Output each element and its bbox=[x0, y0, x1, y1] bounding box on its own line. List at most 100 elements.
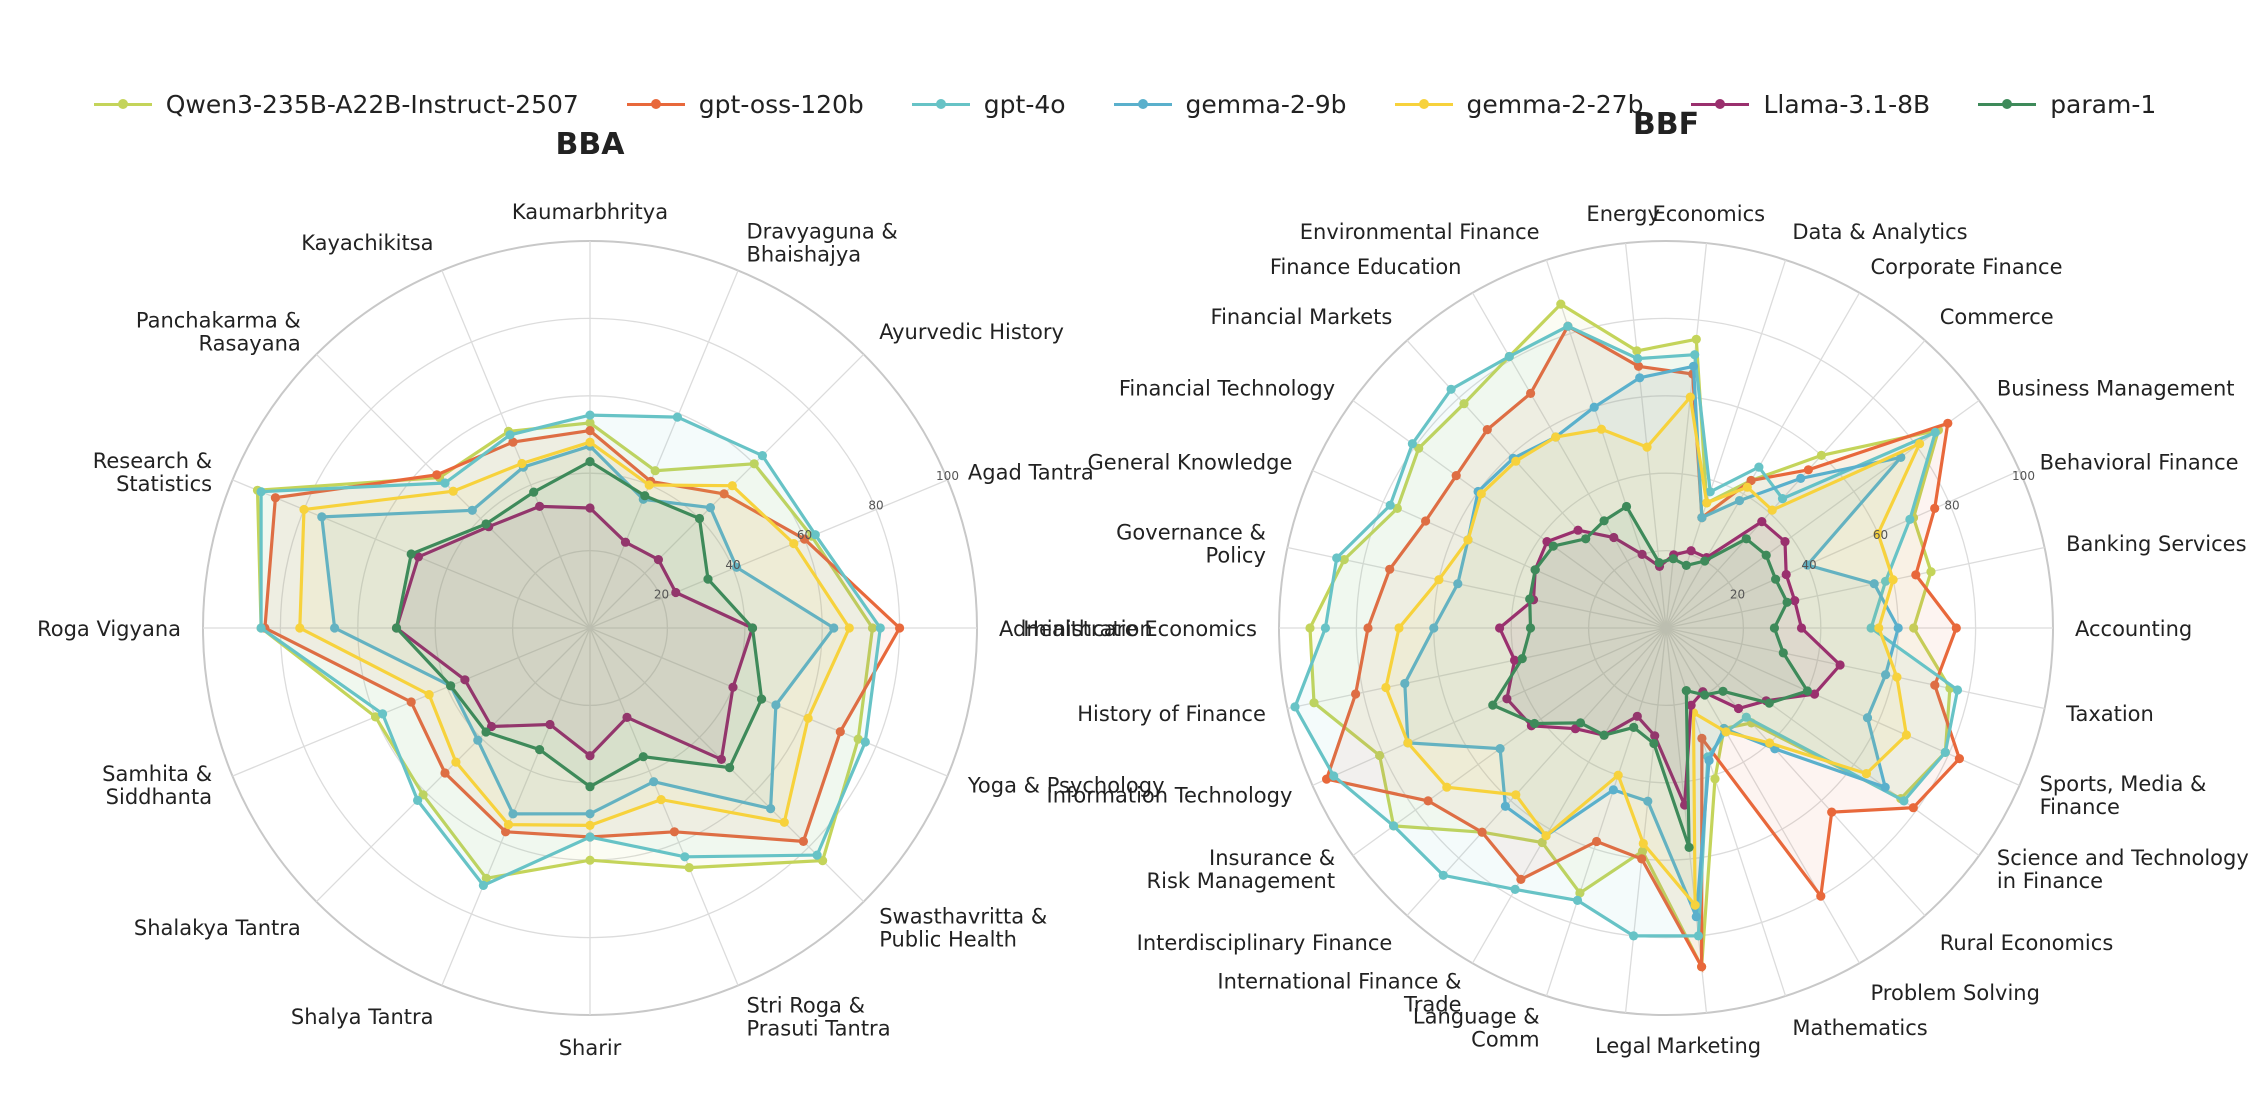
data-point bbox=[1873, 529, 1883, 539]
legend-item: param-1 bbox=[1978, 90, 2156, 119]
data-point bbox=[1476, 489, 1486, 499]
category-label: Environmental Finance bbox=[1300, 220, 1540, 244]
radial-tick-label: 60 bbox=[1873, 528, 1888, 542]
data-point bbox=[1500, 801, 1510, 811]
category-label: Yoga & Psychology bbox=[967, 774, 1165, 798]
category-label: International Finance & Trade bbox=[1217, 970, 1461, 1017]
category-label: Information Technology bbox=[1047, 783, 1293, 807]
data-point bbox=[1697, 733, 1707, 744]
data-point bbox=[1633, 361, 1644, 371]
series-param-1 bbox=[391, 457, 767, 792]
data-point bbox=[1643, 796, 1653, 806]
data-point bbox=[1685, 392, 1695, 402]
radial-tick-label: 40 bbox=[1801, 558, 1816, 572]
data-point bbox=[1930, 427, 1940, 437]
data-point bbox=[1629, 931, 1639, 941]
data-point bbox=[585, 820, 595, 831]
data-point bbox=[1769, 623, 1779, 633]
data-point bbox=[1541, 831, 1551, 841]
data-point bbox=[705, 503, 716, 513]
category-label: Energy bbox=[1586, 202, 1660, 226]
data-point bbox=[1621, 501, 1632, 512]
data-point bbox=[1290, 702, 1300, 712]
data-point bbox=[1363, 623, 1373, 633]
category-label: Samhita & Siddhanta bbox=[102, 762, 212, 809]
data-point bbox=[1563, 321, 1573, 331]
data-point bbox=[585, 809, 595, 819]
data-point bbox=[779, 817, 789, 827]
data-point bbox=[406, 697, 416, 707]
data-point bbox=[757, 451, 768, 461]
data-point bbox=[1339, 555, 1349, 565]
data-point bbox=[1764, 698, 1774, 708]
data-point bbox=[448, 486, 458, 496]
data-point bbox=[378, 709, 388, 719]
spoke bbox=[1624, 627, 1667, 1013]
data-point bbox=[669, 827, 680, 837]
data-point bbox=[650, 466, 660, 476]
spoke bbox=[1665, 627, 1708, 1013]
category-label: Language & Comm bbox=[1413, 1005, 1540, 1052]
category-label: General Knowledge bbox=[1088, 451, 1293, 475]
category-label: Healthcare Economics bbox=[1023, 617, 1257, 641]
category-label: Ayurvedic History bbox=[879, 320, 1064, 344]
data-point bbox=[503, 820, 514, 830]
data-point bbox=[1394, 623, 1404, 633]
legend-swatch bbox=[1691, 94, 1750, 114]
spoke bbox=[1665, 627, 1926, 917]
radial-tick-label: 40 bbox=[725, 558, 740, 572]
data-point bbox=[703, 574, 713, 584]
data-point bbox=[1530, 565, 1540, 575]
spoke bbox=[589, 627, 739, 986]
data-point bbox=[732, 562, 742, 572]
data-point bbox=[517, 458, 527, 469]
category-label: Roga Vigyana bbox=[37, 617, 181, 641]
data-point bbox=[1866, 623, 1876, 633]
data-point bbox=[803, 713, 813, 723]
data-point bbox=[1517, 654, 1527, 664]
spoke bbox=[1665, 292, 1861, 629]
data-point bbox=[1686, 546, 1696, 556]
data-point bbox=[1771, 574, 1781, 584]
chart-title: BBA bbox=[556, 127, 626, 162]
data-point bbox=[1320, 623, 1330, 633]
data-point bbox=[1862, 713, 1873, 723]
data-point bbox=[1761, 550, 1771, 560]
category-label: Insurance & Risk Management bbox=[1147, 846, 1336, 893]
category-label: Governance & Policy bbox=[1116, 521, 1266, 568]
data-point bbox=[585, 855, 595, 865]
series-param-1 bbox=[1488, 501, 1812, 853]
data-point bbox=[725, 763, 735, 773]
data-point bbox=[1516, 874, 1526, 885]
data-point bbox=[1899, 796, 1909, 806]
data-point bbox=[860, 737, 870, 747]
data-point bbox=[1733, 703, 1744, 714]
data-point bbox=[501, 827, 511, 837]
data-point bbox=[467, 505, 477, 515]
legend-label: Llama-3.1-8B bbox=[1763, 89, 1931, 119]
data-point bbox=[1463, 535, 1473, 545]
data-point bbox=[694, 513, 705, 524]
data-point bbox=[1697, 513, 1707, 523]
radar-chart-bbf: BBF 20 40 60 80 100 Accounting Banking Services… bbox=[1023, 107, 2249, 1058]
data-point bbox=[640, 491, 650, 501]
category-label: Shalya Tantra bbox=[291, 1005, 434, 1029]
spoke bbox=[1312, 469, 1667, 629]
data-point bbox=[440, 478, 450, 488]
data-point bbox=[1702, 498, 1712, 508]
data-point bbox=[1599, 730, 1609, 740]
data-point bbox=[1926, 567, 1936, 577]
data-point bbox=[1681, 686, 1691, 696]
data-point bbox=[1869, 579, 1879, 589]
data-point bbox=[1951, 623, 1961, 633]
data-point bbox=[413, 552, 423, 562]
data-point bbox=[1809, 689, 1820, 699]
data-point bbox=[1322, 774, 1332, 784]
data-point bbox=[1952, 685, 1963, 695]
data-point bbox=[835, 727, 845, 737]
data-point bbox=[1575, 718, 1586, 728]
spoke bbox=[1665, 627, 2045, 710]
category-label: Sharir bbox=[559, 1036, 622, 1060]
data-point bbox=[1940, 747, 1950, 758]
